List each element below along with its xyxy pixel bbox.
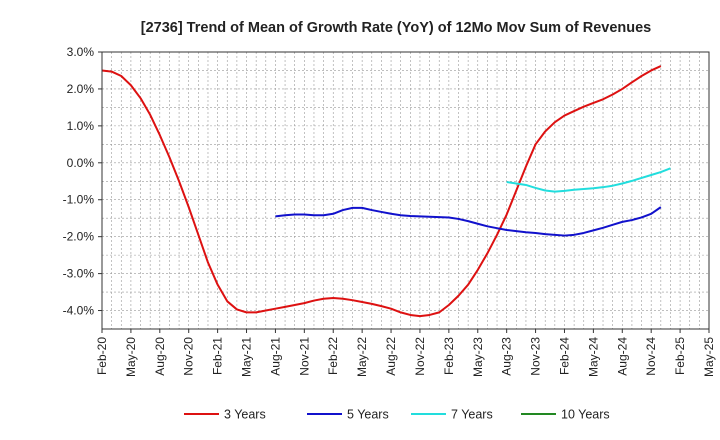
x-tick-label: Nov-23 [529, 337, 543, 376]
x-tick-label: May-22 [355, 337, 369, 377]
x-tick-label: Feb-24 [557, 337, 571, 375]
x-tick-label: Feb-20 [95, 337, 109, 375]
x-tick-label: Nov-22 [413, 337, 427, 376]
legend-label: 10 Years [561, 408, 610, 422]
plot-area [102, 52, 709, 329]
x-tick-label: Nov-21 [297, 337, 311, 376]
y-axis-ticks: 3.0% 2.0% 1.0% 0.0% -1.0% -2.0% -3.0% -4.0% [63, 45, 102, 318]
legend: 3 Years 5 Years 7 Years 10 Years [184, 408, 610, 422]
x-tick-label: Aug-23 [500, 337, 514, 376]
y-tick-label: -2.0% [63, 230, 95, 244]
y-tick-label: -1.0% [63, 193, 95, 207]
y-tick-label: 2.0% [67, 82, 95, 96]
grid-lines [102, 52, 709, 329]
y-tick-label: 3.0% [67, 45, 95, 59]
plot-frame [101, 51, 710, 330]
chart-title: [2736] Trend of Mean of Growth Rate (YoY… [141, 20, 652, 36]
x-tick-label: Aug-21 [268, 337, 282, 376]
series-lines [101, 65, 671, 318]
x-tick-label: May-25 [702, 337, 716, 377]
x-tick-label: Aug-24 [615, 337, 629, 376]
x-tick-label: Nov-24 [644, 337, 658, 376]
x-tick-label: May-21 [240, 337, 254, 377]
legend-label: 7 Years [451, 408, 493, 422]
y-tick-label: -4.0% [63, 304, 95, 318]
x-axis-ticks: Feb-20 May-20 Aug-20 Nov-20 Feb-21 May-21 Aug-… [95, 329, 716, 377]
x-tick-label: Feb-23 [442, 337, 456, 375]
y-tick-label: -3.0% [63, 267, 95, 281]
x-tick-label: May-24 [586, 337, 600, 377]
x-tick-label: Feb-21 [211, 337, 225, 375]
x-tick-label: May-23 [471, 337, 485, 377]
y-tick-label: 1.0% [67, 119, 95, 133]
series-line-7-years [506, 167, 671, 193]
legend-label: 5 Years [347, 408, 389, 422]
legend-label: 3 Years [224, 408, 266, 422]
series-line-5-years [275, 206, 662, 237]
x-tick-label: Aug-22 [384, 337, 398, 376]
x-tick-label: Feb-25 [673, 337, 687, 375]
x-tick-label: Nov-20 [182, 337, 196, 376]
x-tick-label: Feb-22 [326, 337, 340, 375]
y-tick-label: 0.0% [67, 156, 95, 170]
x-tick-label: Aug-20 [153, 337, 167, 376]
x-tick-label: May-20 [124, 337, 138, 377]
series-line-3-years [101, 65, 662, 318]
